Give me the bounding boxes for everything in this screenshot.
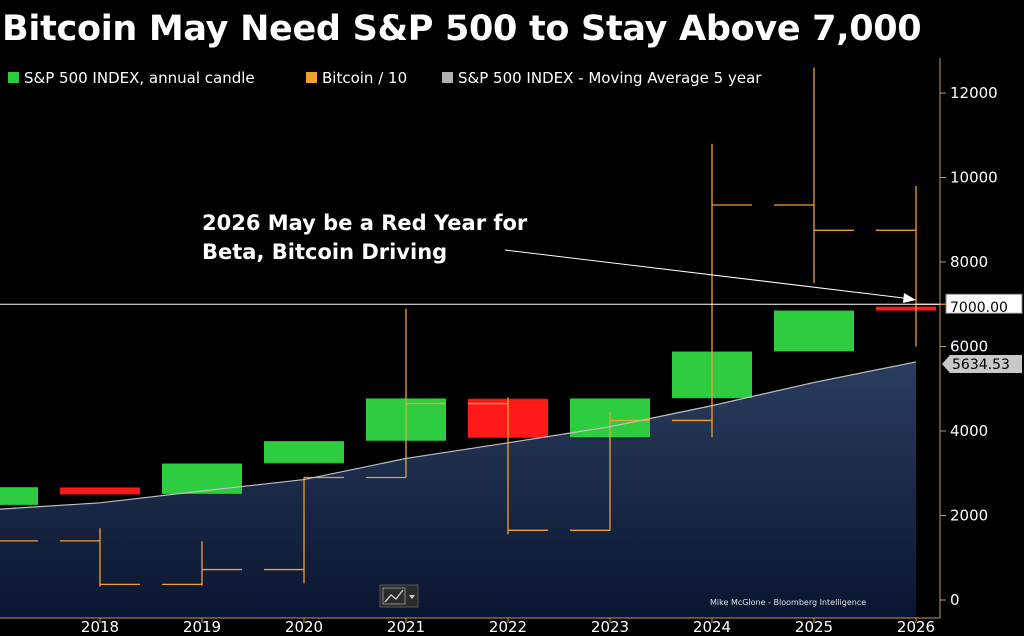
annotation-arrow	[504, 249, 913, 300]
legend-swatch-sp500	[8, 72, 19, 83]
value-box-ma: 5634.53	[942, 355, 1022, 373]
moving-average-line-path	[0, 361, 917, 510]
sp500-candle-2020	[264, 441, 344, 464]
y-tick-label: 4000	[950, 422, 988, 440]
x-tick-label: 2020	[285, 618, 323, 636]
chart-title: Bitcoin May Need S&P 500 to Stay Above 7…	[2, 9, 922, 49]
value-box-ma-label: 5634.53	[952, 357, 1010, 373]
moving-average-line	[0, 361, 917, 510]
x-tick-label: 2023	[591, 618, 629, 636]
legend-label-sp500: S&P 500 INDEX, annual candle	[24, 69, 255, 87]
value-box-7000-bg	[945, 293, 1023, 314]
chevron-down-icon	[409, 595, 415, 599]
y-tick-label: 8000	[950, 253, 988, 271]
chart-toggle-icon-frame	[382, 587, 406, 605]
legend: S&P 500 INDEX, annual candle Bitcoin / 1…	[8, 69, 762, 87]
y-tick-label: 0	[950, 591, 960, 609]
x-tick-label: 2018	[81, 618, 119, 636]
x-tick-label: 2021	[387, 618, 425, 636]
legend-label-bitcoin: Bitcoin / 10	[322, 69, 407, 87]
x-tick-label: 2024	[693, 618, 731, 636]
x-tick-label: 2025	[795, 618, 833, 636]
chart-credit: Mike McGlone - Bloomberg Intelligence	[710, 598, 866, 607]
legend-swatch-bitcoin	[306, 72, 317, 83]
x-tick-label: 2026	[897, 618, 935, 636]
chart-toggle-icon	[384, 589, 404, 603]
sp500-candle-2026	[876, 306, 936, 311]
value-box-7000: 7000.00	[945, 293, 1023, 316]
legend-label-ma: S&P 500 INDEX - Moving Average 5 year	[458, 69, 762, 87]
x-tick-label: 2019	[183, 618, 221, 636]
legend-swatch-ma	[442, 72, 453, 83]
moving-average-area-fill	[0, 361, 916, 618]
chart-canvas: 2026 May be a Red Year for Beta, Bitcoin…	[0, 58, 1023, 636]
annotation-arrowhead	[903, 293, 916, 303]
y-tick-label: 12000	[950, 84, 998, 102]
sp500-candle-2017	[0, 487, 38, 506]
y-tick-label: 6000	[950, 338, 988, 356]
value-box-ma-bg	[942, 355, 1022, 373]
y-tick-label: 10000	[950, 169, 998, 187]
axes: 0 2000 4000 6000 8000 10000 12000 2018 2019 2020 2…	[0, 58, 998, 636]
sp500-candle-2018	[60, 487, 140, 495]
annotation-line-2: Beta, Bitcoin Driving	[202, 240, 447, 264]
y-tick-label: 2000	[950, 507, 988, 525]
value-box-7000-label: 7000.00	[950, 300, 1008, 316]
annotation-line-1: 2026 May be a Red Year for	[202, 211, 528, 235]
x-tick-label: 2022	[489, 618, 527, 636]
moving-average-area	[0, 361, 916, 618]
sp500-candle-2019	[162, 463, 242, 495]
chart-toggle-button[interactable]	[379, 584, 419, 608]
bitcoin-ohlc-bars	[0, 67, 956, 587]
sp500-candle-2025	[774, 310, 854, 352]
